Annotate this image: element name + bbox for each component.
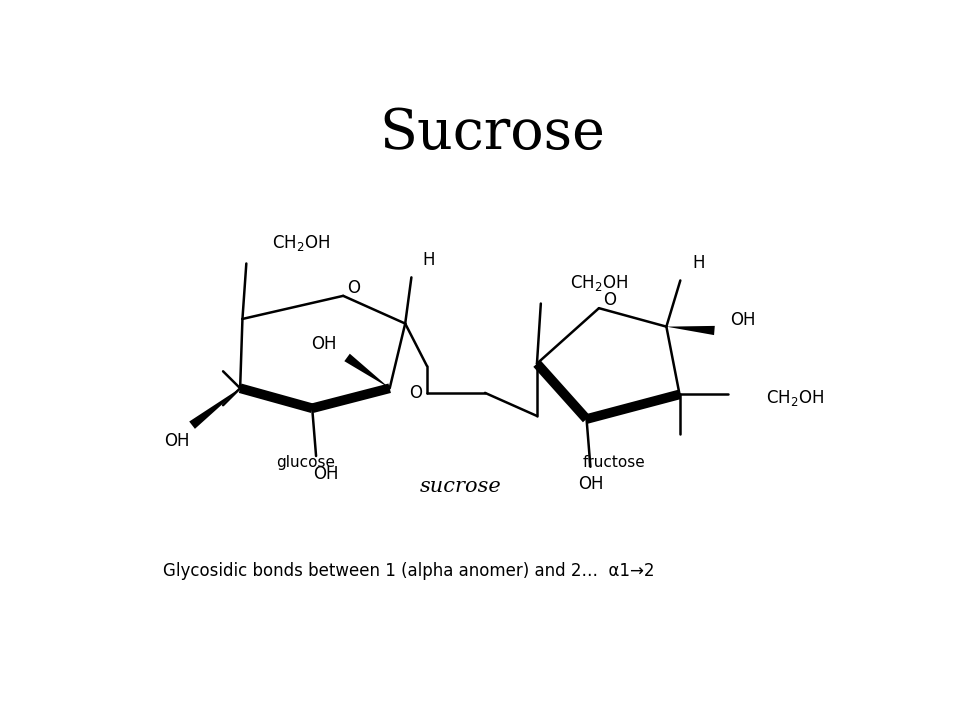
Text: OH: OH bbox=[578, 475, 603, 493]
Polygon shape bbox=[189, 388, 240, 429]
Text: OH: OH bbox=[164, 431, 189, 449]
Text: OH: OH bbox=[311, 335, 337, 353]
Text: H: H bbox=[693, 254, 706, 272]
Text: CH$_2$OH: CH$_2$OH bbox=[766, 388, 825, 408]
Polygon shape bbox=[345, 354, 390, 388]
Text: Sucrose: Sucrose bbox=[379, 107, 605, 161]
Text: CH$_2$OH: CH$_2$OH bbox=[569, 273, 628, 293]
Polygon shape bbox=[666, 326, 715, 335]
Text: glucose: glucose bbox=[276, 454, 335, 469]
Text: O: O bbox=[410, 384, 422, 402]
Text: O: O bbox=[603, 292, 616, 310]
Text: H: H bbox=[422, 251, 435, 269]
Text: OH: OH bbox=[730, 312, 756, 330]
Text: O: O bbox=[348, 279, 361, 297]
Text: OH: OH bbox=[313, 464, 339, 482]
Text: CH$_2$OH: CH$_2$OH bbox=[272, 233, 330, 253]
Text: Glycosidic bonds between 1 (alpha anomer) and 2…  α1→2: Glycosidic bonds between 1 (alpha anomer… bbox=[162, 562, 654, 580]
Text: fructose: fructose bbox=[583, 454, 646, 469]
Text: sucrose: sucrose bbox=[420, 477, 502, 496]
